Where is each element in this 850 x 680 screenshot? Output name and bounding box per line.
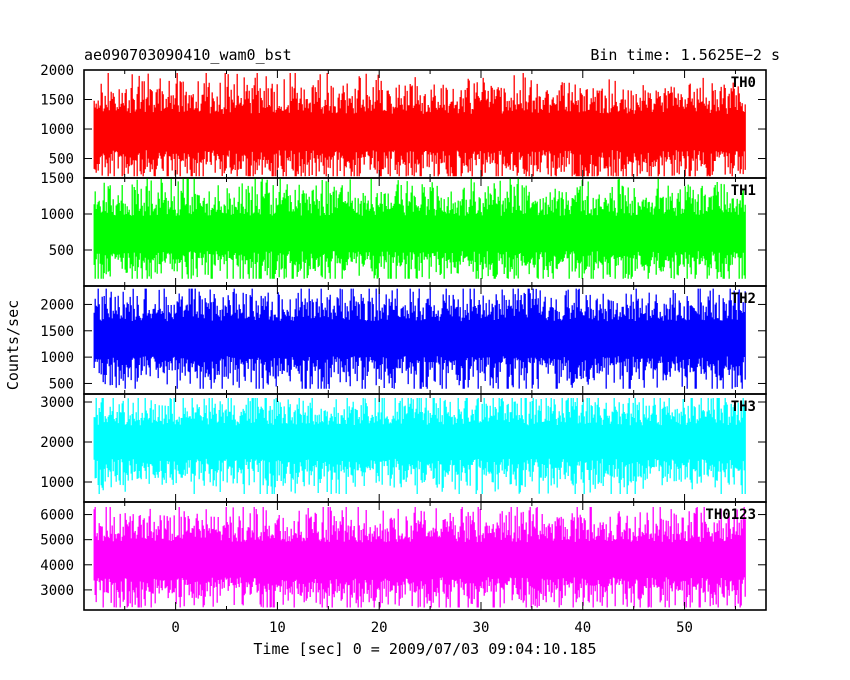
x-tick-label: 20 [371,620,388,636]
y-tick-label: 3000 [40,583,74,599]
x-tick-label: 30 [473,620,490,636]
y-axis-label: Counts/sec [4,300,22,390]
x-tick-label: 40 [574,620,591,636]
bin-time-label: Bin time: 1.5625E−2 s [590,46,780,64]
x-axis: 0 10 20 30 40 50 [171,620,693,636]
panel-label: TH1 [731,183,756,199]
y-tick-label: 500 [49,243,74,259]
y-tick-label: 3000 [40,395,74,411]
y-tick-label: 2000 [40,63,74,79]
series-th0123 [93,507,746,608]
series-th3 [93,398,746,494]
series-th0 [93,73,746,177]
y-tick-label: 500 [49,152,74,168]
panel-label: TH3 [731,399,756,415]
panel-th1: 500 1000 1500 TH1 [40,171,767,287]
y-tick-label: 1500 [40,93,74,109]
panel-label: TH0 [731,75,756,91]
y-tick-label: 1500 [40,324,74,340]
x-axis-label: Time [sec] 0 = 2009/07/03 09:04:10.185 [253,640,596,658]
panels-group: 500100015002000TH050010001500TH150010001… [40,63,767,611]
y-tick-label: 4000 [40,558,74,574]
series-th1 [93,178,746,279]
panel-label: TH2 [731,291,756,307]
y-tick-label: 2000 [40,435,74,451]
y-tick-label: 1500 [40,171,74,187]
panel-th3: 1000 2000 3000 TH3 [40,393,767,503]
panel-th0123: 3000 4000 5000 6000 TH0123 [40,501,767,611]
y-tick-label: 500 [49,376,74,392]
y-tick-label: 1000 [40,350,74,366]
panel-th0: 500 1000 1500 2000 TH0 [40,63,767,179]
x-tick-label: 10 [269,620,286,636]
y-tick-label: 2000 [40,297,74,313]
panel-frame [83,501,767,611]
chart-title: ae090703090410_wam0_bst [84,46,292,64]
x-tick-label: 0 [171,620,179,636]
y-tick-label: 1000 [40,207,74,223]
x-tick-label: 50 [676,620,693,636]
y-tick-label: 1000 [40,122,74,138]
y-tick-label: 1000 [40,475,74,491]
y-tick-label: 5000 [40,533,74,549]
panel-label: TH0123 [705,507,756,523]
panel-th2: 500 1000 1500 2000 TH2 [40,285,767,395]
y-tick-label: 6000 [40,508,74,524]
series-th2 [93,288,746,389]
